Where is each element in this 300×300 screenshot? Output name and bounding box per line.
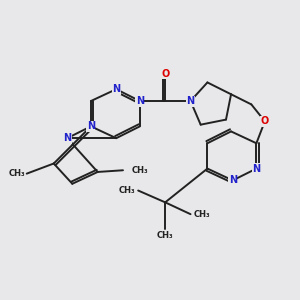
Text: N: N [229,176,237,185]
Text: N: N [136,96,144,106]
Text: CH₃: CH₃ [194,210,211,219]
Text: N: N [252,164,260,174]
Text: N: N [63,133,71,143]
Text: CH₃: CH₃ [118,186,135,195]
Text: CH₃: CH₃ [157,231,173,240]
Text: O: O [161,69,169,79]
Text: O: O [261,116,269,126]
Text: N: N [87,122,95,131]
Text: N: N [112,84,120,94]
Text: CH₃: CH₃ [131,166,148,175]
Text: N: N [187,96,195,106]
Text: CH₃: CH₃ [8,169,25,178]
